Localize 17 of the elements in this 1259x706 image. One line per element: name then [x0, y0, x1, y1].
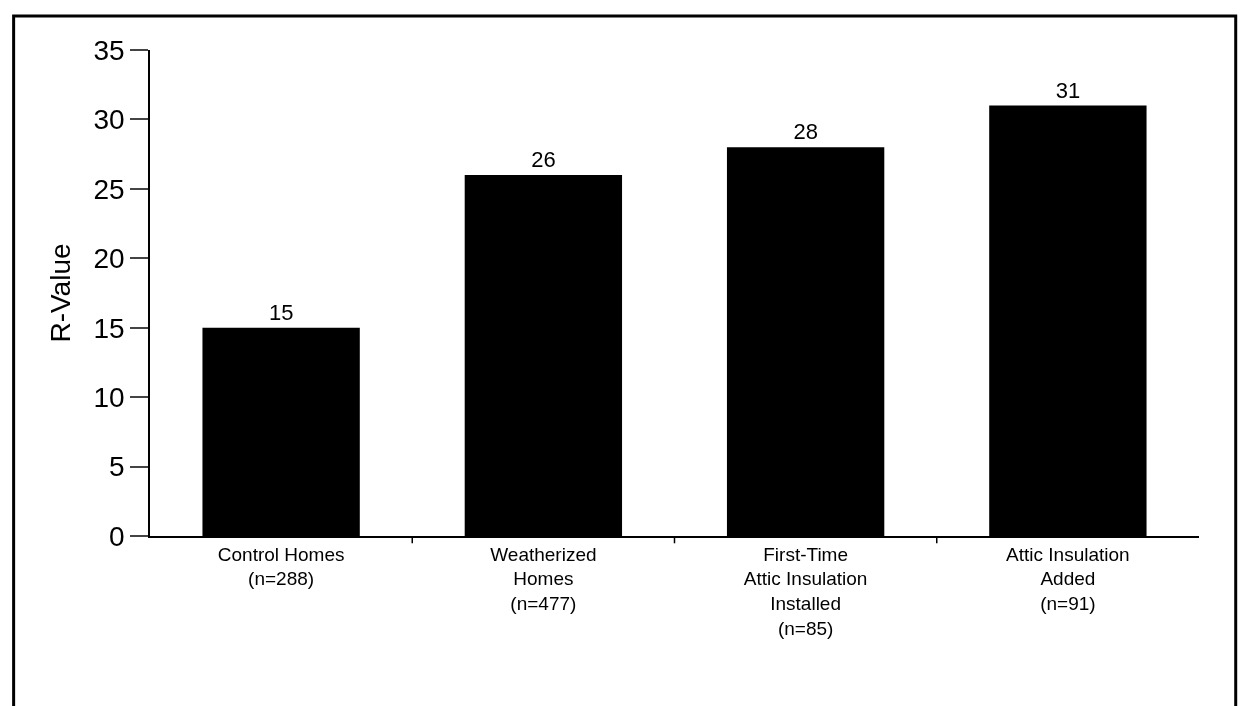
x-tick-label: Control Homes (n=288)	[217, 543, 345, 590]
y-tick-label: 20	[93, 243, 125, 275]
y-tick-label: 35	[93, 34, 125, 66]
data-label: 28	[793, 119, 818, 145]
y-tick-label: 15	[93, 312, 125, 344]
data-label: 15	[268, 299, 294, 325]
x-tick-label: Attic Insulation Added (n=91)	[1006, 543, 1130, 614]
y-axis-title: R-Value	[44, 243, 76, 343]
y-tick-label: 0	[109, 520, 125, 552]
x-tick-label: First-Time Attic Insulation Installed (n=85)	[743, 543, 868, 639]
data-label: 31	[1055, 77, 1081, 103]
x-tick-label: Weatherized Homes (n=477)	[490, 543, 597, 614]
data-label: 26	[531, 146, 556, 172]
y-tick-label: 10	[93, 381, 125, 413]
y-tick-label: 5	[109, 451, 125, 483]
y-tick-label: 25	[93, 173, 125, 205]
y-tick-label: 30	[93, 104, 125, 136]
